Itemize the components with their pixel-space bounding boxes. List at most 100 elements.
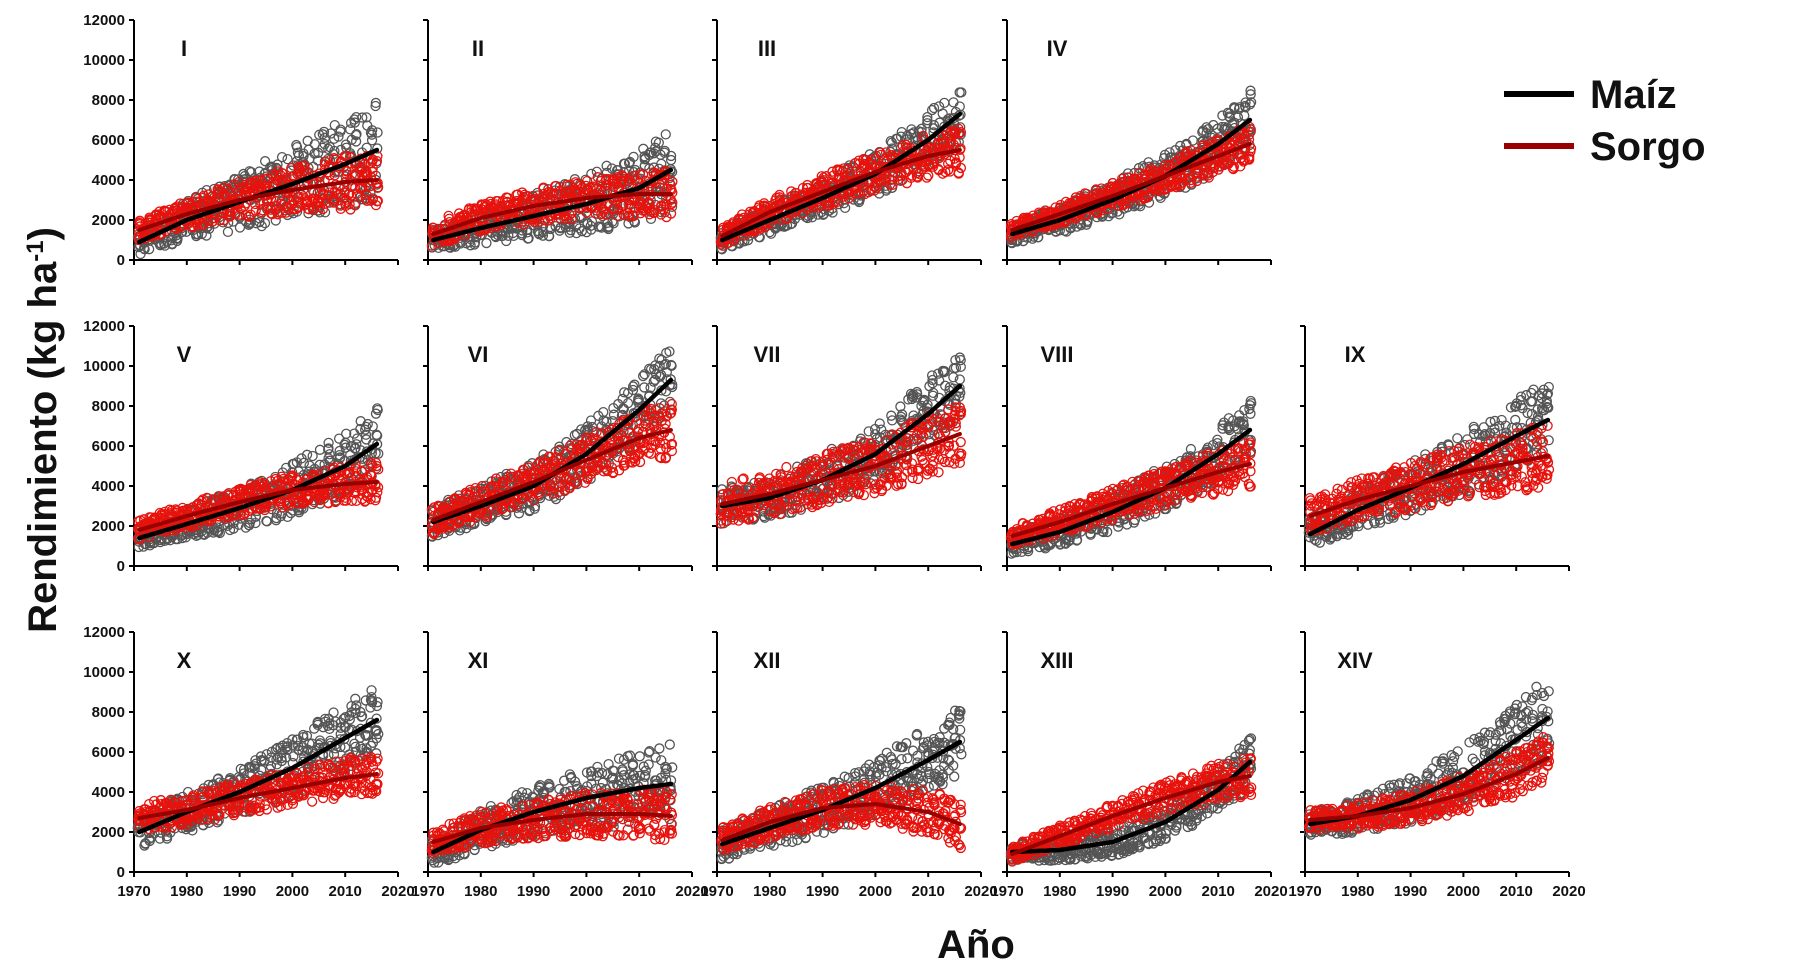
y-tick-label: 4000 — [92, 478, 125, 495]
panel-II: II — [423, 19, 693, 265]
sorgo-point — [207, 191, 218, 202]
sorgo-point — [265, 204, 276, 215]
maiz-point — [276, 151, 288, 163]
panel-IV: IV — [1002, 19, 1272, 265]
sorgo-point — [281, 172, 292, 183]
y-tick-label: 6000 — [92, 132, 125, 149]
sorgo-point — [307, 196, 318, 208]
maiz-point — [333, 131, 344, 142]
maiz-point — [351, 111, 362, 123]
y-tick-label: 4000 — [92, 172, 125, 189]
y-tick-label: 12000 — [83, 318, 125, 335]
panel-label: VI — [468, 342, 489, 367]
sorgo-point — [372, 182, 383, 193]
sorgo-point — [323, 190, 334, 201]
sorgo-point — [186, 221, 197, 232]
sorgo-trend-line — [1010, 142, 1252, 232]
maiz-point — [318, 126, 330, 137]
maiz-point — [259, 217, 271, 229]
maiz-point — [246, 167, 257, 178]
panel-label: V — [177, 342, 192, 367]
sorgo-point — [265, 208, 277, 219]
sorgo-point — [361, 195, 373, 207]
panel-VI: VI — [423, 325, 693, 571]
maiz-point — [265, 161, 276, 173]
maiz-point — [272, 159, 283, 170]
sorgo-point — [238, 182, 250, 194]
sorgo-point — [302, 195, 313, 206]
y-tick-label: 10000 — [83, 358, 125, 375]
sorgo-point — [328, 152, 340, 164]
sorgo-point — [350, 182, 361, 194]
sorgo-point — [191, 192, 202, 204]
y-tick-label: 2000 — [92, 212, 125, 229]
sorgo-point — [367, 194, 378, 205]
sorgo-point — [370, 199, 382, 211]
maiz-point — [201, 230, 212, 241]
maiz-point — [244, 166, 255, 177]
maiz-point — [366, 125, 378, 136]
maiz-point — [335, 126, 346, 137]
maiz-point — [307, 450, 318, 462]
panel-label: II — [472, 36, 484, 61]
maiz-point — [481, 237, 492, 249]
y-tick-label: 0 — [117, 252, 125, 269]
sorgo-point — [366, 156, 378, 167]
maiz-point — [660, 129, 671, 140]
sorgo-point — [318, 188, 329, 200]
panel-III: III — [712, 19, 982, 265]
sorgo-point — [296, 197, 307, 208]
maiz-point — [291, 139, 302, 151]
maiz-point — [238, 168, 249, 180]
panel-label: III — [758, 36, 776, 61]
y-tick-label: 6000 — [92, 438, 125, 455]
y-tick-label: 2000 — [92, 518, 125, 535]
sorgo-point — [371, 155, 383, 167]
maiz-point — [350, 129, 362, 141]
y-tick-label: 10000 — [83, 52, 125, 69]
y-tick-label: 12000 — [83, 12, 125, 29]
sorgo-point — [314, 201, 325, 213]
sorgo-point — [275, 198, 287, 209]
panel-label: IV — [1047, 36, 1068, 61]
sorgo-point — [243, 211, 255, 223]
panel-V: 0 2000 4000 6000 8000 10000 12000 V — [83, 318, 399, 575]
maiz-point — [317, 142, 328, 153]
sorgo-point — [154, 206, 165, 217]
sorgo-point — [291, 203, 302, 215]
maiz-point — [349, 114, 360, 125]
sorgo-point — [207, 216, 219, 227]
sorgo-point — [234, 209, 245, 220]
maiz-point — [270, 215, 281, 226]
sorgo-point — [233, 177, 244, 188]
sorgo-point — [202, 215, 214, 227]
maiz-point — [298, 151, 309, 162]
sorgo-point — [339, 150, 350, 162]
y-tick-label: 0 — [117, 558, 125, 575]
sorgo-point — [250, 205, 261, 216]
maiz-point — [361, 112, 372, 123]
sorgo-point — [275, 169, 286, 181]
sorgo-point — [343, 188, 355, 199]
maiz-point — [138, 243, 150, 254]
maiz-point — [948, 97, 959, 108]
maiz-point — [370, 97, 381, 109]
sorgo-point — [355, 183, 366, 194]
maiz-point — [370, 100, 381, 112]
sorgo-point — [339, 187, 350, 198]
sorgo-point — [360, 194, 371, 205]
sorgo-point — [341, 166, 352, 177]
maiz-point — [256, 220, 267, 232]
sorgo-point — [297, 161, 308, 172]
y-tick-label: 8000 — [92, 398, 125, 415]
sorgo-point — [212, 188, 223, 199]
maiz-point — [261, 515, 272, 527]
maiz-point — [372, 143, 383, 154]
maiz-point — [664, 346, 675, 357]
sorgo-point — [301, 198, 312, 210]
maiz-point — [345, 117, 357, 129]
panel-label: I — [181, 36, 187, 61]
maiz-point — [222, 226, 234, 238]
